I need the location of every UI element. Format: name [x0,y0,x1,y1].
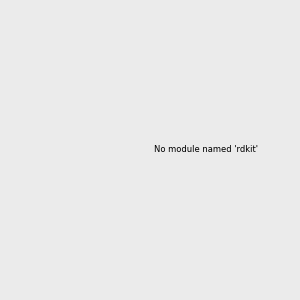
Text: No module named 'rdkit': No module named 'rdkit' [154,145,258,154]
